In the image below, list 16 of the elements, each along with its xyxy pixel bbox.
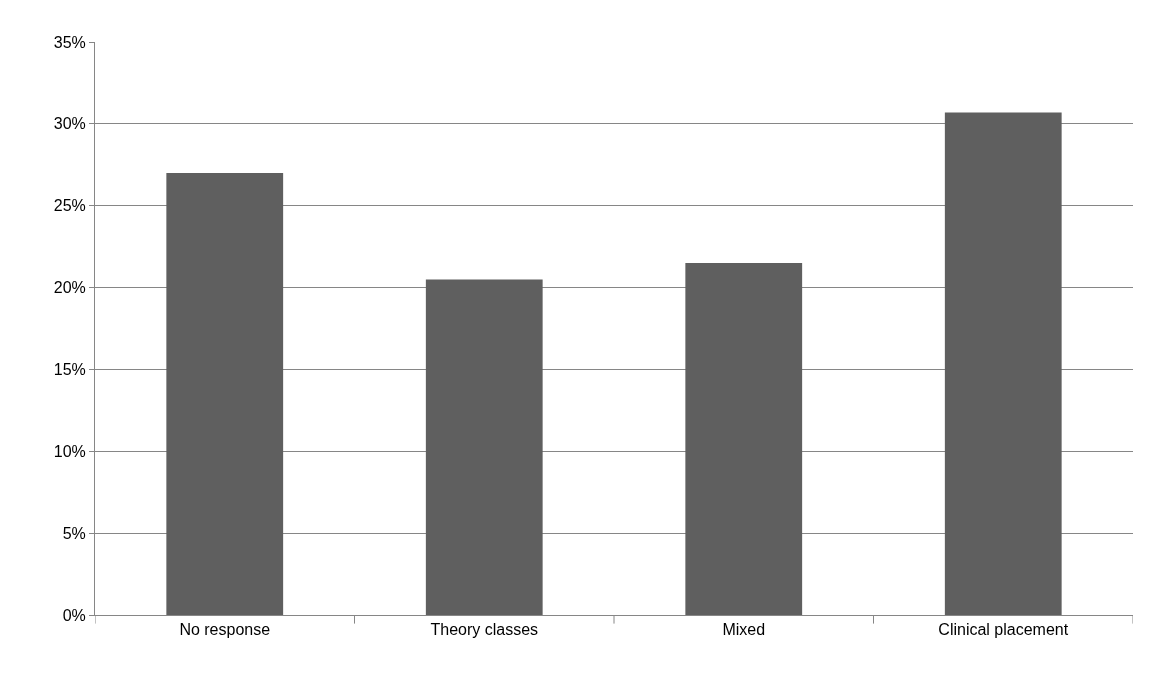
x-tick-label: Clinical placement [938,621,1069,639]
y-tick-label: 30% [53,115,86,133]
y-tick-label: 5% [62,524,86,542]
x-tick-label: No response [179,621,271,639]
y-tick-label: 20% [53,279,86,297]
y-tick-label: 15% [53,361,86,379]
bar [944,112,1062,615]
bar [425,279,543,615]
y-tick-label: 0% [62,606,86,624]
x-tick-label: Mixed [722,621,766,639]
x-tick-label: Theory classes [430,621,539,639]
y-tick-label: 25% [53,197,86,215]
y-tick-label: 35% [53,33,86,51]
bar [685,263,803,615]
y-tick-label: 10% [53,442,86,460]
bar [166,172,284,615]
